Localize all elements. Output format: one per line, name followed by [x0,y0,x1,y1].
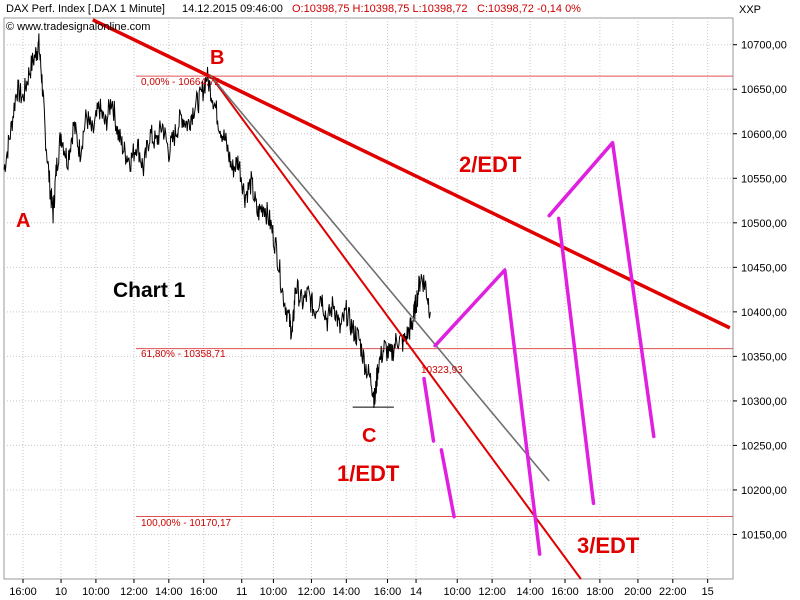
y-axis: 10150,00 10200,00 10250,00 10300,00 10350,00… [733,40,787,541]
y-tick-label: 10650,00 [741,84,787,96]
swing-line [422,376,436,443]
x-tick-label: 12:00 [298,586,326,598]
trend-lines [91,18,731,580]
trend-line [91,18,731,330]
price-line [3,33,431,408]
x-tick-label: 16:00 [190,586,218,598]
y-tick-label: 10500,00 [741,218,787,230]
header-ohlc: O:10398,75 H:10398,75 L:10398,72 [292,3,468,15]
x-tick-label: 10:00 [260,586,288,598]
label-edt-3: 3/EDT [577,533,640,558]
label-point-a: A [16,210,30,232]
y-tick-label: 10450,00 [741,262,787,274]
price-series [3,33,431,408]
label-point-b: B [210,47,224,69]
swing-line [433,268,542,556]
x-tick-label: 16:00 [374,586,402,598]
fib-label-618: 61,80% - 10358,71 [141,349,226,360]
y-tick-label: 10250,00 [741,440,787,452]
trend-line [209,74,550,482]
header-instrument: DAX Perf. Index [.DAX 1 Minute] [6,3,165,15]
low-value-label: 10323,93 [421,365,463,376]
currency-label: XXP [739,4,761,16]
copyright-text: © www.tradesignalonline.com [6,21,150,33]
forecast-swing-lines [422,140,656,556]
x-tick-label: 12:00 [120,586,148,598]
x-tick-label: 22:00 [659,586,687,598]
x-tick-label: 10:00 [443,586,471,598]
x-tick-label: 14:00 [155,586,183,598]
y-tick-label: 10300,00 [741,396,787,408]
x-tick-label: 15 [702,586,714,598]
x-tick-label: 18:00 [586,586,614,598]
fib-label-100: 100,00% - 10170,17 [141,518,232,529]
plot-area [3,17,734,580]
header-change: C:10398,72 -0,14 0% [477,3,581,15]
x-tick-label: 14 [410,586,422,598]
swing-line [547,140,656,439]
label-point-c: C [362,425,376,447]
label-chart-1: Chart 1 [113,279,186,302]
trend-line [209,74,582,580]
y-tick-label: 10400,00 [741,307,787,319]
swing-line [556,216,596,506]
x-tick-label: 10:00 [82,586,110,598]
x-tick-label: 20:00 [624,586,652,598]
y-tick-label: 10150,00 [741,529,787,541]
swing-line [439,448,456,519]
fibonacci-levels [136,75,733,518]
header-datetime: 14.12.2015 09:46:00 [182,3,283,15]
y-tick-label: 10700,00 [741,40,787,52]
x-tick-label: 10 [55,586,67,598]
label-edt-1: 1/EDT [337,461,400,486]
x-tick-label: 16:00 [9,586,37,598]
x-tick-label: 14:00 [516,586,544,598]
y-tick-label: 10350,00 [741,351,787,363]
x-axis: 16:00 10 10:00 12:00 14:00 16:00 11 10:00 12:00 1… [9,579,714,598]
label-edt-2: 2/EDT [459,152,522,177]
y-tick-label: 10600,00 [741,129,787,141]
fib-label-0: 0,00% - 10664,72 [141,77,220,88]
y-tick-label: 10550,00 [741,173,787,185]
x-tick-label: 11 [236,586,247,598]
x-tick-label: 16:00 [551,586,579,598]
x-tick-label: 12:00 [478,586,506,598]
x-tick-label: 14:00 [333,586,361,598]
y-tick-label: 10200,00 [741,485,787,497]
